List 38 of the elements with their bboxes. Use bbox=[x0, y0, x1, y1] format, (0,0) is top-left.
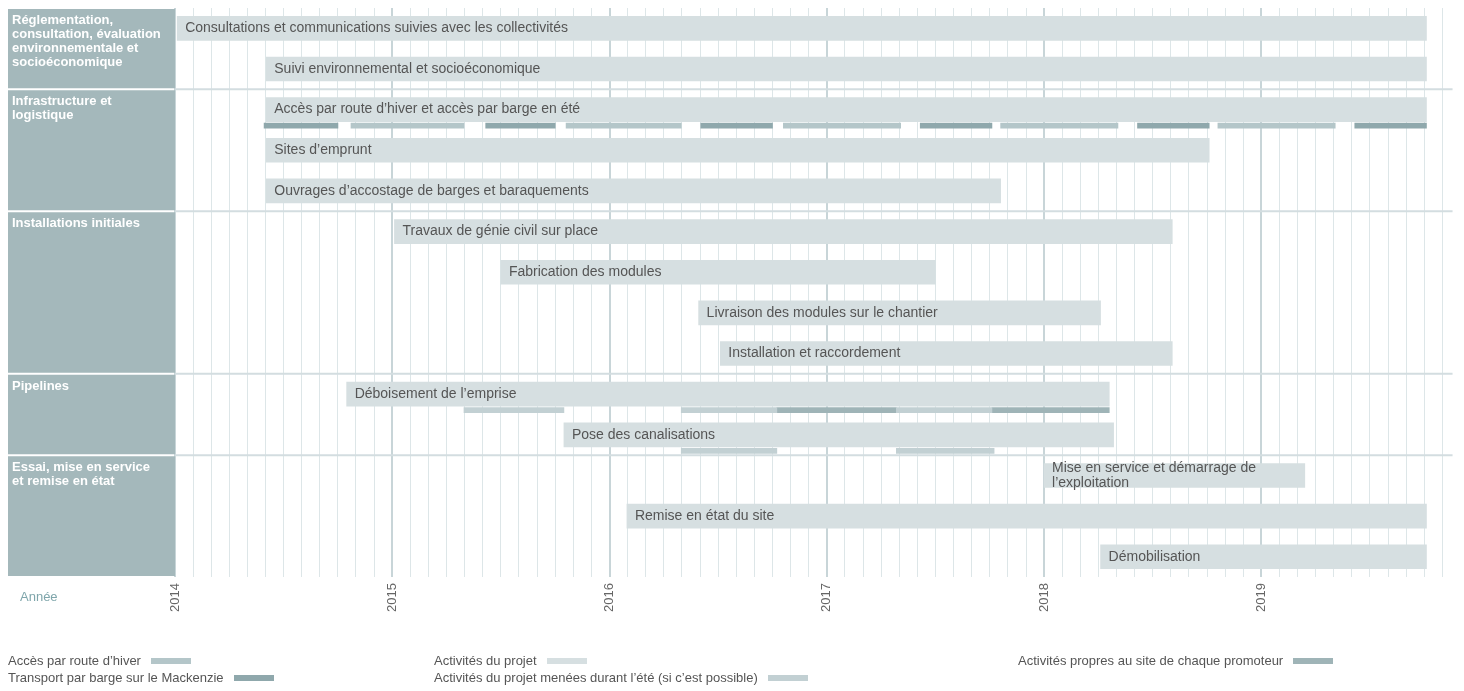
y-tick-label: Fabrication des modules bbox=[508, 263, 662, 280]
y-tick-label: Déboisement de l’emprise bbox=[354, 385, 517, 402]
x-tick-label: 2018 bbox=[1035, 583, 1051, 612]
text: Pipelines bbox=[12, 377, 70, 393]
text: Essai, mise en service et remise en état bbox=[12, 459, 151, 489]
y-tick-label: Démobilisation bbox=[1108, 547, 1201, 564]
text: Infrastructure et logistique bbox=[12, 93, 113, 123]
text: Réglementation, consultation, évaluation environnementale et socioéconomique bbox=[12, 12, 161, 70]
y-tick-label: Pose des canalisations bbox=[571, 425, 716, 442]
x-tick-label: 2019 bbox=[1252, 583, 1268, 612]
y-tick-label: Mise en service et démarrage de l’exploitation bbox=[1052, 458, 1257, 490]
y-tick-label: Sites d’emprunt bbox=[274, 141, 372, 158]
legend-label: Activités propres au site de chaque promoteur bbox=[1018, 653, 1284, 668]
bar bbox=[991, 407, 1110, 413]
bar bbox=[680, 407, 778, 413]
x-tick-label: 2017 bbox=[818, 583, 834, 612]
bar bbox=[896, 407, 993, 413]
y-tick-label: Ouvrages d’accostage de barges et baraquements bbox=[274, 181, 589, 198]
legend-label: Accès par route d’hiver bbox=[8, 653, 141, 668]
text: Installations initiales bbox=[12, 215, 140, 231]
x-tick-label: 2015 bbox=[383, 583, 399, 612]
y-tick-label: Suivi environnemental et socioéconomique bbox=[274, 59, 541, 76]
text: Année bbox=[20, 589, 58, 605]
y-tick-label: Consultations et communications suivies avec les collectivités bbox=[185, 19, 569, 36]
y-tick-label: Accès par route d’hiver et accès par barge en été bbox=[274, 100, 581, 117]
y-tick-label: Travaux de génie civil sur place bbox=[402, 222, 599, 239]
x-tick-label: 2016 bbox=[601, 583, 617, 612]
bar bbox=[463, 407, 565, 413]
y-tick-label: Installation et raccordement bbox=[728, 344, 901, 361]
y-tick-label: Livraison des modules sur le chantier bbox=[706, 303, 939, 320]
x-tick-label: 2014 bbox=[166, 583, 182, 612]
legend-label: Transport par barge sur le Mackenzie bbox=[8, 670, 224, 685]
y-tick-label: Remise en état du site bbox=[634, 506, 775, 523]
legend-label: Activités du projet menées durant l’été (si c’est possible) bbox=[434, 670, 758, 685]
legend-label: Activités du projet bbox=[434, 653, 537, 668]
bar bbox=[680, 447, 778, 454]
bar bbox=[776, 407, 897, 413]
bar bbox=[896, 447, 995, 454]
